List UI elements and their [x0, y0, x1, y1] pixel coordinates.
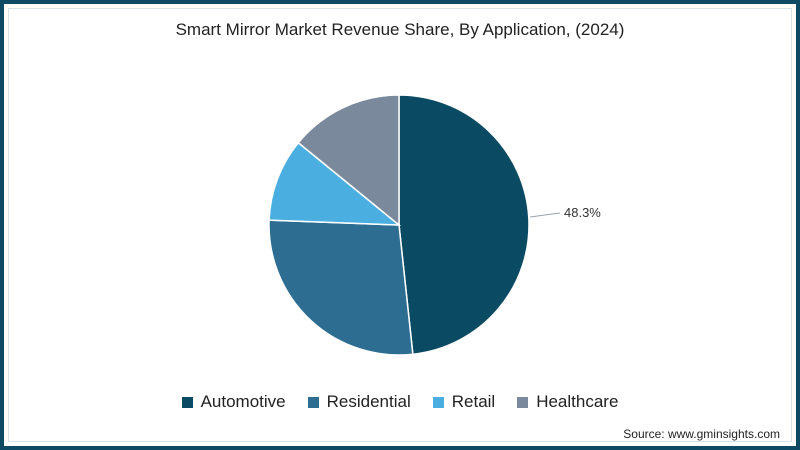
pie-slice-healthcare [297, 94, 400, 227]
automotive-data-label: 48.3% [564, 205, 601, 220]
legend-item-retail: Retail [432, 392, 496, 412]
source-note: Source: www.gminsights.com [623, 427, 780, 441]
pie-slice-retail [268, 141, 402, 226]
legend-item-healthcare: Healthcare [517, 392, 618, 412]
pie-slices [268, 94, 530, 356]
legend-label: Automotive [200, 392, 286, 411]
legend-swatch-residential [307, 396, 319, 408]
legend-swatch-retail [432, 396, 444, 408]
leader-line [529, 212, 561, 218]
legend-swatch-healthcare [517, 396, 529, 408]
legend-label: Healthcare [536, 392, 619, 411]
legend-label: Retail [451, 392, 496, 411]
chart-title: Smart Mirror Market Revenue Share, By Ap… [175, 20, 625, 39]
pie-slice-residential [268, 219, 414, 356]
legend: Automotive Residential Retail Healthcare [0, 392, 800, 412]
pie-slice-automotive [398, 94, 530, 356]
legend-swatch-automotive [181, 396, 193, 408]
legend-item-automotive: Automotive [181, 392, 286, 412]
legend-label: Residential [326, 392, 411, 411]
chart-inner-border [8, 8, 792, 442]
legend-item-residential: Residential [307, 392, 411, 412]
